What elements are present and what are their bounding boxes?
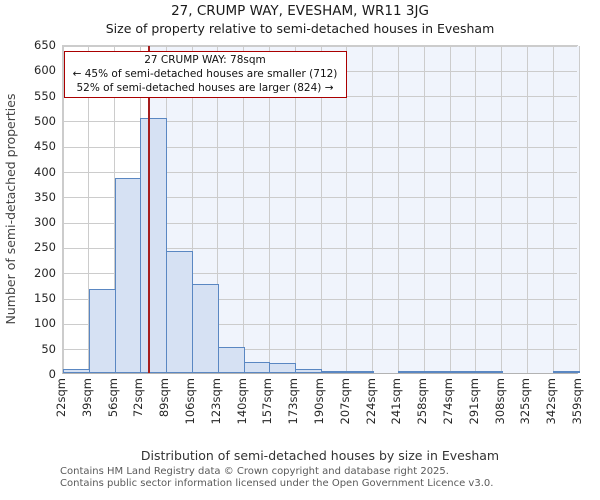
- histogram-bar: [88, 289, 116, 373]
- histogram-bar: [424, 371, 451, 373]
- x-tick-label: 325sqm: [518, 378, 533, 425]
- histogram-bar: [166, 251, 193, 373]
- x-tick-label: 342sqm: [544, 378, 559, 425]
- x-tick-label: 190sqm: [312, 378, 326, 425]
- x-tick-label: 123sqm: [208, 378, 223, 425]
- x-tick-label: 140sqm: [234, 378, 249, 425]
- x-tick-label: 258sqm: [415, 378, 430, 425]
- y-tick-label: 400: [34, 164, 56, 179]
- histogram-bar: [269, 363, 297, 373]
- vertical-gridline: [88, 46, 90, 373]
- annotation-smaller-stat: ← 45% of semi-detached houses are smalle…: [72, 68, 338, 80]
- histogram-bar: [63, 369, 90, 373]
- histogram-bar: [114, 178, 142, 373]
- x-tick-label: 173sqm: [286, 378, 301, 425]
- y-tick-label: 200: [34, 265, 56, 280]
- histogram-bar: [553, 371, 580, 373]
- x-tick-label: 359sqm: [570, 378, 584, 425]
- histogram-bar: [295, 369, 322, 373]
- horizontal-gridline: [63, 121, 577, 123]
- x-tick-label: 39sqm: [79, 378, 94, 418]
- y-tick-label: 600: [34, 63, 56, 78]
- vertical-gridline: [501, 46, 503, 373]
- horizontal-gridline: [63, 222, 577, 224]
- x-tick-label: 241sqm: [389, 378, 404, 425]
- y-tick-label: 50: [41, 341, 56, 356]
- histogram-bar: [140, 118, 168, 373]
- y-tick-label: 450: [34, 139, 56, 154]
- horizontal-gridline: [63, 45, 577, 47]
- vertical-gridline: [526, 46, 528, 373]
- y-tick-label: 350: [34, 189, 56, 204]
- x-tick-label: 157sqm: [260, 378, 275, 425]
- y-tick-label: 0: [48, 367, 56, 381]
- histogram-bar: [398, 371, 426, 373]
- vertical-gridline: [62, 46, 64, 373]
- vertical-gridline: [397, 46, 399, 373]
- y-tick-label: 250: [34, 240, 56, 255]
- vertical-gridline: [449, 46, 451, 373]
- x-tick-label: 72sqm: [131, 378, 146, 418]
- horizontal-gridline: [63, 298, 577, 300]
- vertical-gridline: [320, 46, 322, 373]
- vertical-gridline: [217, 46, 219, 373]
- chart-title: 27, CRUMP WAY, EVESHAM, WR11 3JG: [171, 3, 429, 19]
- x-tick-label: 89sqm: [157, 378, 172, 418]
- horizontal-gridline: [63, 146, 577, 148]
- histogram-bar: [450, 371, 477, 373]
- property-size-marker-line: [147, 46, 150, 373]
- horizontal-gridline: [63, 273, 577, 275]
- x-tick-label: 106sqm: [183, 378, 197, 425]
- vertical-gridline: [243, 46, 245, 373]
- histogram-bar: [192, 284, 219, 373]
- vertical-gridline: [268, 46, 270, 373]
- attribution-footer: Contains HM Land Registry data © Crown c…: [60, 466, 600, 489]
- x-tick-label: 308sqm: [492, 378, 507, 425]
- y-tick-label: 150: [34, 291, 56, 306]
- horizontal-gridline: [63, 323, 577, 325]
- histogram-bar: [217, 347, 245, 373]
- y-tick-label: 300: [34, 215, 56, 230]
- y-axis-title: Number of semi-detached properties: [3, 93, 18, 325]
- x-tick-label: 56sqm: [105, 378, 120, 418]
- vertical-gridline: [578, 46, 580, 373]
- x-tick-label: 291sqm: [466, 378, 481, 425]
- footer-line-1: Contains HM Land Registry data © Crown c…: [60, 466, 449, 477]
- plot-area: 27 CRUMP WAY: 78sqm ← 45% of semi-detach…: [62, 45, 580, 374]
- y-tick-label: 650: [34, 38, 56, 52]
- x-tick-label: 274sqm: [441, 378, 455, 425]
- horizontal-gridline: [63, 197, 577, 199]
- footer-line-2: Contains public sector information licen…: [60, 477, 494, 489]
- property-annotation-box: 27 CRUMP WAY: 78sqm ← 45% of semi-detach…: [63, 51, 347, 98]
- vertical-gridline: [372, 46, 374, 373]
- histogram-bar: [321, 371, 348, 373]
- horizontal-gridline: [63, 172, 577, 174]
- vertical-gridline: [294, 46, 296, 373]
- horizontal-gridline: [63, 349, 577, 351]
- shaded-region-right-of-marker: [148, 46, 579, 373]
- y-tick-label: 100: [34, 316, 56, 331]
- vertical-gridline: [475, 46, 477, 373]
- annotation-larger-stat: 52% of semi-detached houses are larger (…: [76, 82, 334, 94]
- histogram-bar: [346, 371, 374, 373]
- horizontal-gridline: [63, 247, 577, 249]
- vertical-gridline: [346, 46, 348, 373]
- vertical-gridline: [552, 46, 554, 373]
- vertical-gridline: [423, 46, 425, 373]
- x-tick-label: 207sqm: [337, 378, 352, 425]
- histogram-bar: [475, 371, 503, 373]
- vertical-gridline: [191, 46, 193, 373]
- chart-subtitle: Size of property relative to semi-detach…: [105, 21, 495, 36]
- y-tick-label: 500: [34, 113, 56, 128]
- x-tick-label: 22sqm: [54, 378, 68, 418]
- x-axis-title: Distribution of semi-detached houses by …: [140, 448, 500, 463]
- annotation-property-label: 27 CRUMP WAY: 78sqm: [144, 54, 266, 66]
- histogram-bar: [243, 362, 271, 373]
- y-tick-label: 550: [34, 88, 56, 103]
- x-tick-label: 224sqm: [363, 378, 378, 425]
